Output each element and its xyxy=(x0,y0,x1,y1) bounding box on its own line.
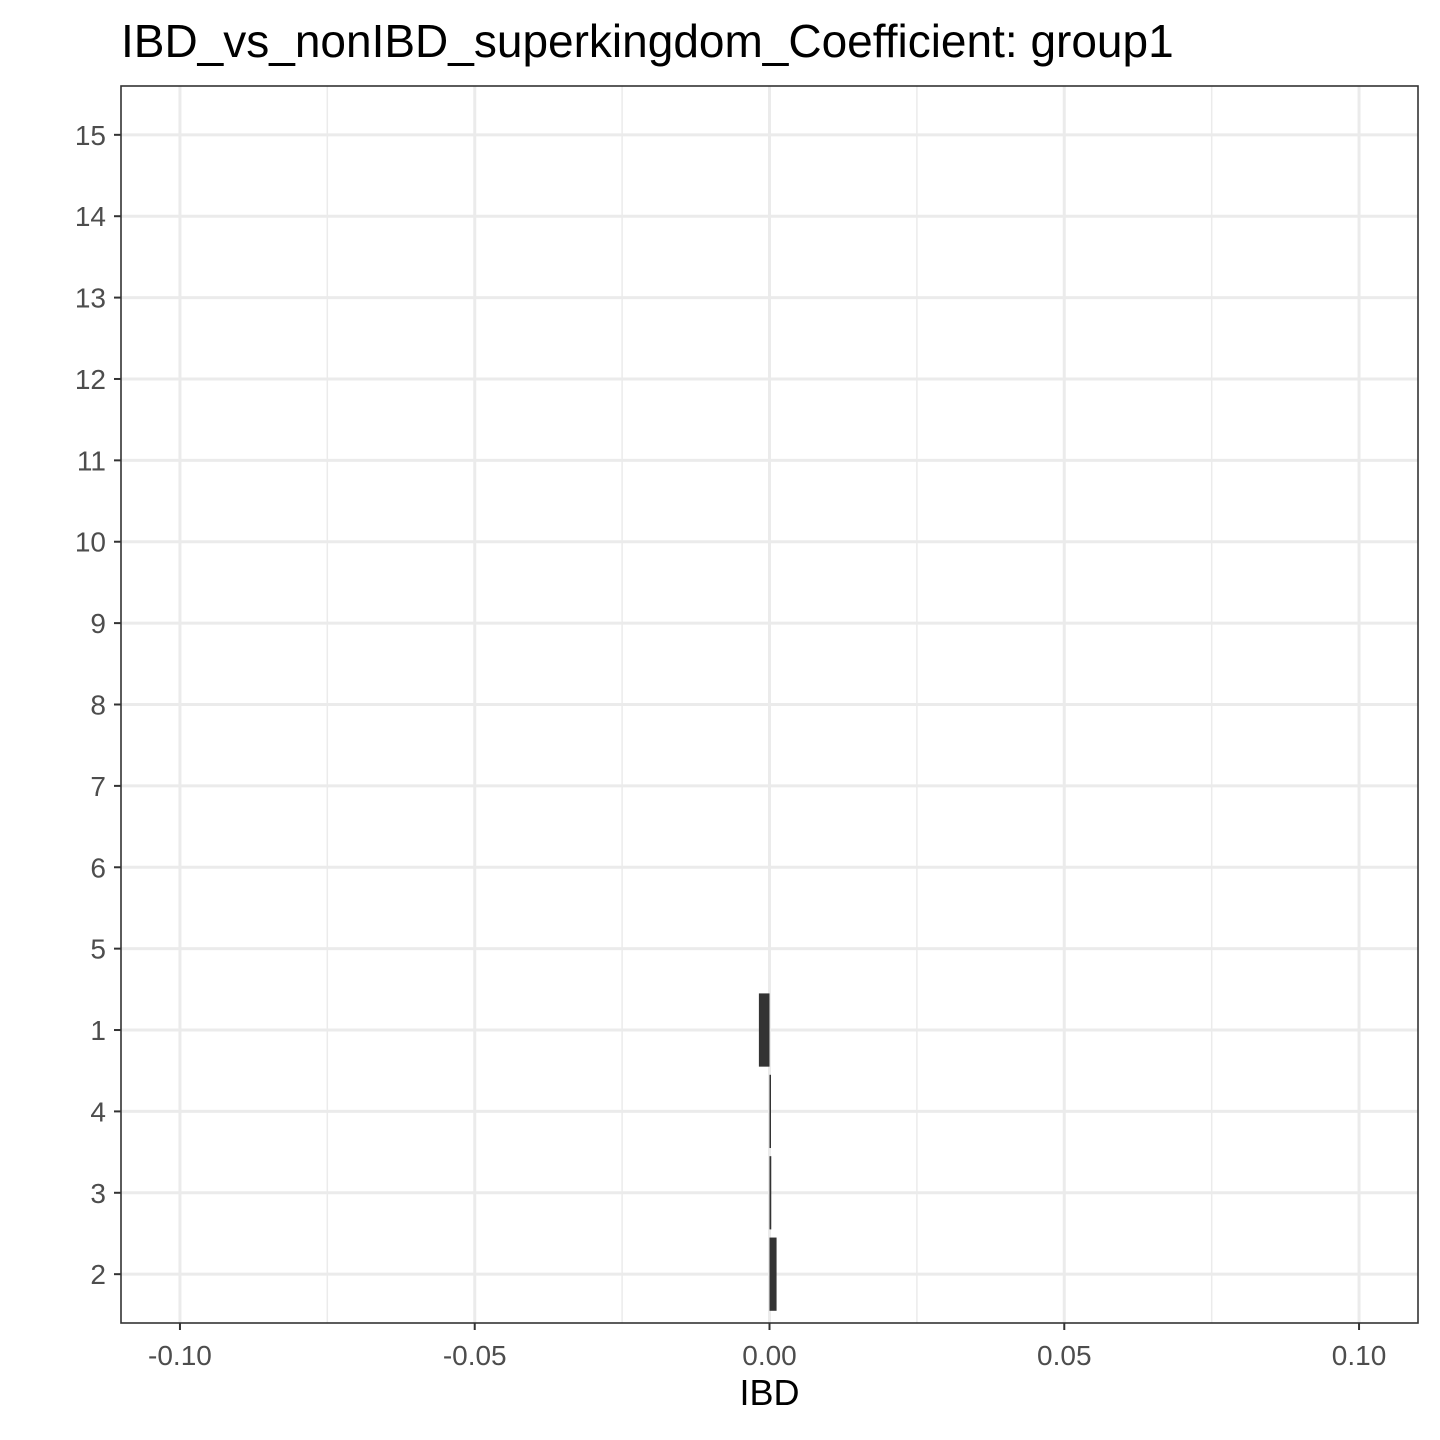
bar-3 xyxy=(769,1156,772,1230)
x-axis: -0.10 -0.05 0.00 0.05 0.10 xyxy=(148,1323,1386,1371)
y-tick-label: 9 xyxy=(90,608,106,639)
y-tick-label: 13 xyxy=(75,283,106,314)
y-tick-label: 12 xyxy=(75,364,106,395)
y-tick-label: 3 xyxy=(90,1178,106,1209)
y-tick-label: 8 xyxy=(90,690,106,721)
y-tick-label: 14 xyxy=(75,201,106,232)
x-axis-title: IBD xyxy=(739,1372,799,1413)
x-tick-label: 0.05 xyxy=(1037,1340,1092,1371)
y-tick-label: 10 xyxy=(75,527,106,558)
chart-title: IBD_vs_nonIBD_superkingdom_Coefficient: … xyxy=(121,15,1174,67)
y-tick-label: 2 xyxy=(90,1259,106,1290)
bar-4 xyxy=(769,1074,771,1149)
x-tick-label: -0.05 xyxy=(443,1340,507,1371)
bar-2 xyxy=(769,1237,777,1311)
y-tick-label: 7 xyxy=(90,771,106,802)
y-tick-label: 5 xyxy=(90,934,106,965)
y-tick-label: 6 xyxy=(90,852,106,883)
bars xyxy=(758,993,777,1311)
x-tick-label: -0.10 xyxy=(148,1340,212,1371)
y-tick-label: 15 xyxy=(75,120,106,151)
bar-1 xyxy=(758,993,770,1067)
y-tick-label: 11 xyxy=(77,445,106,476)
x-tick-label: 0.10 xyxy=(1332,1340,1387,1371)
x-tick-label: 0.00 xyxy=(742,1340,797,1371)
y-tick-label: 4 xyxy=(90,1096,106,1127)
y-tick-label: 1 xyxy=(90,1015,106,1046)
